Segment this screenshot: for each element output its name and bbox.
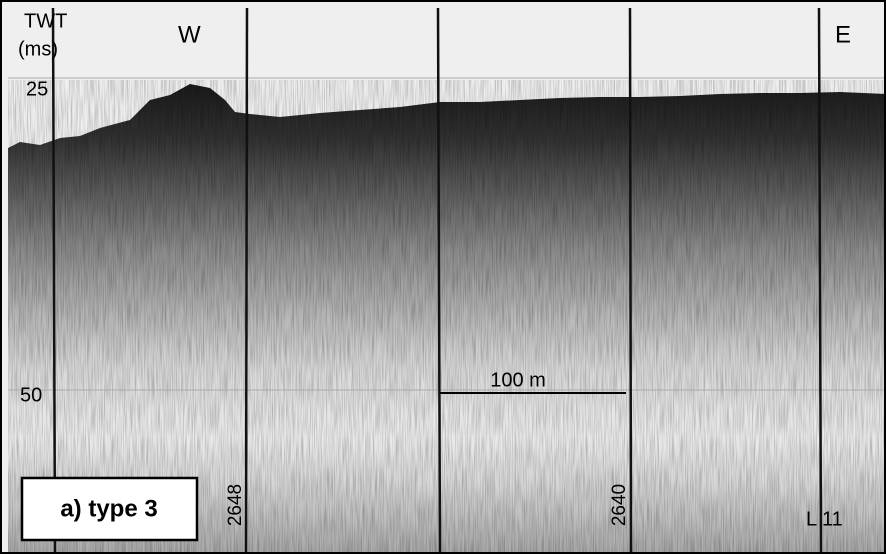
fix-line — [817, 7, 823, 554]
tick-label: 50 — [20, 384, 42, 406]
scale-label: 100 m — [490, 369, 546, 391]
fix-lines — [51, 7, 823, 554]
direction-label: E — [835, 21, 851, 48]
time-lines — [8, 77, 886, 391]
line-label: L 11 — [806, 508, 843, 530]
panel-label: a) type 3 — [60, 495, 157, 522]
axis-title: TWT — [24, 10, 67, 32]
axis-unit: (ms) — [18, 38, 58, 60]
panel-label-box — [20, 476, 199, 542]
direction-label: W — [178, 21, 201, 48]
shotpoint-label: 2648 — [225, 484, 246, 526]
fix-line — [244, 7, 249, 554]
shotpoint-label: 2640 — [609, 484, 630, 526]
fix-line — [628, 7, 633, 554]
fix-line — [436, 7, 442, 554]
noise — [8, 80, 886, 554]
fix-line — [51, 7, 57, 554]
tick-label: 25 — [26, 78, 48, 100]
